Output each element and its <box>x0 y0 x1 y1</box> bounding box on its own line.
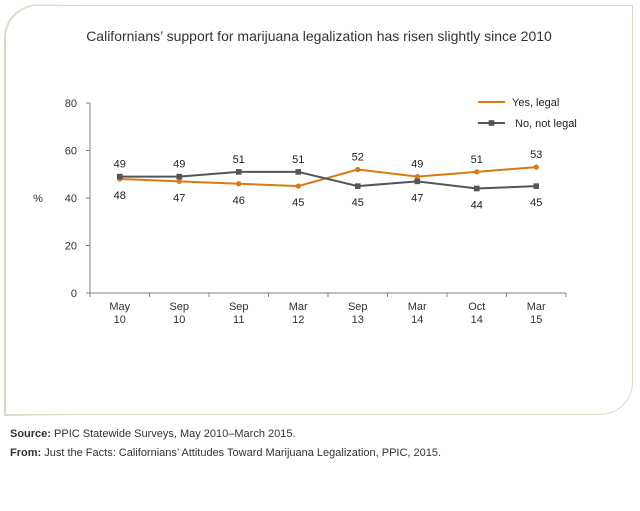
legend: Yes, legal No, not legal <box>478 97 577 130</box>
x-tick-label-year: 12 <box>292 314 304 326</box>
x-tick-label-year: 14 <box>411 314 423 326</box>
series-line-yes <box>119 166 537 188</box>
y-tick-label: 80 <box>65 98 77 110</box>
x-tick-label-year: 10 <box>173 314 185 326</box>
data-point-no <box>354 183 361 189</box>
x-tick-label-month: Mar <box>408 301 427 313</box>
data-label-no: 45 <box>352 197 364 209</box>
data-label-no: 44 <box>471 200 483 212</box>
data-point-no <box>295 169 302 175</box>
data-label-no: 45 <box>530 197 542 209</box>
data-label-no: 51 <box>233 154 245 166</box>
data-label-no: 51 <box>292 154 304 166</box>
x-tick-label-month: Sep <box>169 301 189 313</box>
data-point-no <box>116 173 123 180</box>
x-tick-label-year: 14 <box>471 314 483 326</box>
chart-frame: Californians’ support for marijuana lega… <box>4 4 634 416</box>
y-tick-label: 0 <box>71 288 77 300</box>
data-label-yes: 49 <box>411 159 423 171</box>
x-tick-label-year: 15 <box>530 314 542 326</box>
from-text: Just the Facts: Californians’ Attitudes … <box>41 447 442 459</box>
y-axis-label: % <box>33 193 43 205</box>
from-label: From: <box>10 447 42 459</box>
y-tick-label: 60 <box>65 146 77 158</box>
x-tick-label-month: Sep <box>348 301 368 313</box>
data-label-yes: 47 <box>173 192 185 204</box>
data-point-yes <box>355 166 361 173</box>
data-label-yes: 48 <box>114 190 126 202</box>
data-label-yes: 46 <box>233 195 245 207</box>
data-label-yes: 51 <box>471 154 483 166</box>
source-label: Source: <box>10 428 51 440</box>
source-text: PPIC Statewide Surveys, May 2010–March 2… <box>50 428 296 440</box>
data-point-no <box>414 178 421 185</box>
data-point-no <box>533 183 540 189</box>
chart-panel: Californians’ support for marijuana lega… <box>5 5 633 415</box>
data-label-yes: 45 <box>292 197 304 209</box>
series-line-no <box>119 170 537 190</box>
data-point-no <box>473 185 480 192</box>
legend-label: Yes, legal <box>512 97 559 109</box>
data-point-yes <box>533 164 539 170</box>
x-tick-label-month: Oct <box>468 301 485 313</box>
chart-title: Californians’ support for marijuana lega… <box>86 28 552 44</box>
data-label-yes: 52 <box>352 152 364 164</box>
data-point-no <box>176 173 183 180</box>
x-tick-label-month: May <box>109 301 130 313</box>
y-tick-labels: 0 20 40 60 80 <box>65 98 77 300</box>
legend-swatch-marker <box>488 120 495 126</box>
x-tick-label-month: Mar <box>289 301 308 313</box>
x-tick-label-year: 13 <box>352 314 364 326</box>
legend-label: No, not legal <box>515 118 577 130</box>
data-label-no: 49 <box>114 159 126 171</box>
from-note: From: Just the Facts: Californians’ Atti… <box>10 447 441 459</box>
series-group: 48 49 47 49 46 51 45 51 52 45 49 47 51 44 53 45 <box>114 149 543 211</box>
x-tick-label-year: 11 <box>233 314 244 326</box>
data-point-yes <box>236 181 242 187</box>
data-label-yes: 53 <box>530 149 542 161</box>
x-tick-label-month: Mar <box>527 301 546 313</box>
y-tick-label: 20 <box>65 241 77 253</box>
data-point-yes <box>474 169 480 175</box>
chart-axes <box>86 102 567 297</box>
data-point-yes <box>414 174 420 180</box>
data-label-no: 47 <box>411 192 423 204</box>
data-point-no <box>235 169 242 175</box>
x-tick-label-year: 10 <box>114 314 126 326</box>
data-label-no: 49 <box>173 159 185 171</box>
data-point-yes <box>295 183 301 189</box>
data-point-yes <box>176 178 182 184</box>
y-tick-label: 40 <box>65 193 77 205</box>
x-tick-label-month: Sep <box>229 301 249 313</box>
source-note: Source: PPIC Statewide Surveys, May 2010… <box>10 428 296 440</box>
